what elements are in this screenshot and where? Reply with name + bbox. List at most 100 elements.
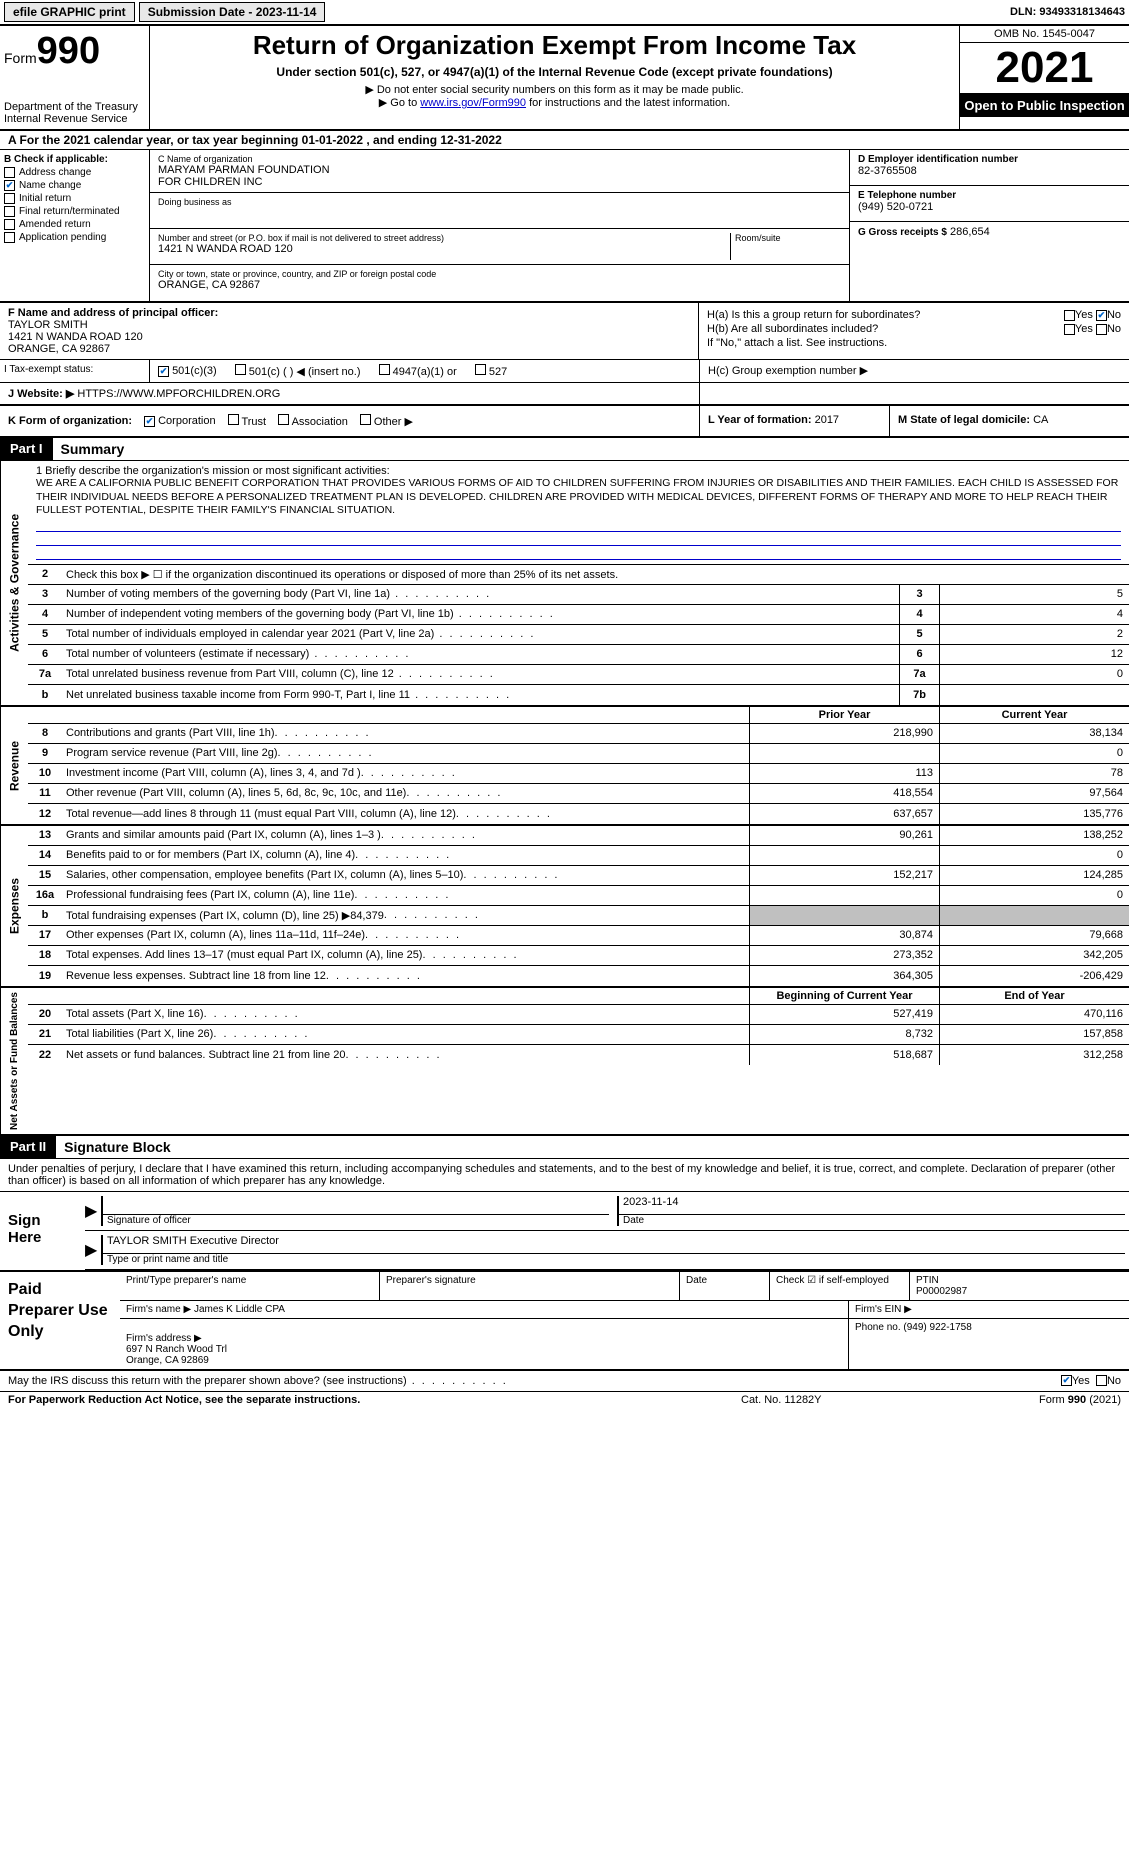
- colb-label-1: Name change: [19, 180, 81, 191]
- line-13-prior: 90,261: [749, 826, 939, 845]
- discuss-no-checkbox[interactable]: [1096, 1375, 1107, 1386]
- colb-checkbox-5[interactable]: [4, 232, 15, 243]
- ha-yes-checkbox[interactable]: [1064, 310, 1075, 321]
- colb-checkbox-0[interactable]: [4, 167, 15, 178]
- gross-value: 286,654: [950, 226, 990, 238]
- expenses-label: Expenses: [0, 826, 28, 986]
- street-label: Number and street (or P.O. box if mail i…: [158, 233, 726, 243]
- line-3-num: 3: [28, 586, 62, 602]
- line-20-num: 20: [28, 1005, 62, 1024]
- efile-button[interactable]: efile GRAPHIC print: [4, 2, 135, 22]
- line-19-current: -206,429: [939, 966, 1129, 986]
- hb-no-checkbox[interactable]: [1096, 324, 1107, 335]
- line-15-num: 15: [28, 866, 62, 885]
- colb-checkbox-3[interactable]: [4, 206, 15, 217]
- part2-header-row: Part II Signature Block: [0, 1136, 1129, 1159]
- paid-preparer-label: Paid Preparer Use Only: [0, 1272, 120, 1369]
- colb-checkbox-1[interactable]: [4, 180, 15, 191]
- line-14-num: 14: [28, 846, 62, 865]
- line-7a-box: 7a: [899, 665, 939, 684]
- line-16a-prior: [749, 886, 939, 905]
- line-22-current: 312,258: [939, 1045, 1129, 1065]
- line-21-num: 21: [28, 1025, 62, 1044]
- sign-here-block: Sign Here ▶ Signature of officer 2023-11…: [0, 1192, 1129, 1272]
- line-16a-desc: Professional fundraising fees (Part IX, …: [62, 886, 749, 905]
- part1-badge: Part I: [0, 438, 53, 460]
- officer-name: TAYLOR SMITH: [8, 319, 690, 331]
- discuss-yes-checkbox[interactable]: [1061, 1375, 1072, 1386]
- state-domicile-value: CA: [1033, 414, 1048, 426]
- department-label: Department of the Treasury Internal Reve…: [4, 101, 145, 125]
- ha-label: H(a) Is this a group return for subordin…: [707, 309, 1064, 321]
- room-label: Room/suite: [735, 233, 841, 243]
- governance-rows: 3 Number of voting members of the govern…: [28, 585, 1129, 705]
- tax-status-options: 501(c)(3) 501(c) ( ) ◀ (insert no.) 4947…: [150, 360, 699, 382]
- discuss-row: May the IRS discuss this return with the…: [0, 1371, 1129, 1392]
- line-10-prior: 113: [749, 764, 939, 783]
- korg-opt-2-checkbox[interactable]: [278, 414, 289, 425]
- tax-opt-1-checkbox[interactable]: [235, 364, 246, 375]
- line-21-desc: Total liabilities (Part X, line 26): [62, 1025, 749, 1044]
- col-c-org-info: C Name of organization MARYAM PARMAN FOU…: [150, 150, 849, 301]
- arrow-icon: ▶: [85, 1233, 97, 1267]
- colb-checkbox-2[interactable]: [4, 193, 15, 204]
- col-b-title: B Check if applicable:: [4, 154, 145, 165]
- firm-ein-label: Firm's EIN ▶: [849, 1301, 1129, 1318]
- line-2-num: 2: [28, 566, 62, 582]
- website-row: J Website: ▶ HTTPS://WWW.MPFORCHILDREN.O…: [0, 383, 1129, 406]
- ein-label: D Employer identification number: [858, 154, 1121, 165]
- line-b-desc: Total fundraising expenses (Part IX, col…: [62, 906, 749, 925]
- line-18-current: 342,205: [939, 946, 1129, 965]
- discuss-yes-label: Yes: [1072, 1375, 1090, 1387]
- korg-opt-0-checkbox[interactable]: [144, 416, 155, 427]
- end-year-header: End of Year: [939, 988, 1129, 1004]
- line-5-box: 5: [899, 625, 939, 644]
- form-subtitle: Under section 501(c), 527, or 4947(a)(1)…: [154, 65, 955, 79]
- line-13-current: 138,252: [939, 826, 1129, 845]
- ssn-note: ▶ Do not enter social security numbers o…: [154, 83, 955, 96]
- footer-row: For Paperwork Reduction Act Notice, see …: [0, 1392, 1129, 1408]
- line-7a-desc: Total unrelated business revenue from Pa…: [62, 666, 899, 682]
- korg-opt-0-label: Corporation: [158, 415, 215, 427]
- korg-opt-3-label: Other ▶: [374, 416, 413, 428]
- line-12-current: 135,776: [939, 804, 1129, 824]
- blue-line: [36, 532, 1121, 546]
- submission-date-button[interactable]: Submission Date - 2023-11-14: [139, 2, 326, 22]
- net-assets-label: Net Assets or Fund Balances: [0, 988, 28, 1134]
- colb-checkbox-4[interactable]: [4, 219, 15, 230]
- korg-opt-1-checkbox[interactable]: [228, 414, 239, 425]
- tax-opt-2-checkbox[interactable]: [379, 364, 390, 375]
- line-19-num: 19: [28, 966, 62, 986]
- ha-no-checkbox[interactable]: [1096, 310, 1107, 321]
- officer-name-label: Type or print name and title: [101, 1253, 1125, 1265]
- instructions-note: ▶ Go to www.irs.gov/Form990 for instruct…: [154, 96, 955, 109]
- line-4-val: 4: [939, 605, 1129, 624]
- revenue-label: Revenue: [0, 707, 28, 824]
- line-9-prior: [749, 744, 939, 763]
- discuss-text: May the IRS discuss this return with the…: [8, 1375, 1061, 1387]
- line-19-desc: Revenue less expenses. Subtract line 18 …: [62, 966, 749, 986]
- line-4-box: 4: [899, 605, 939, 624]
- net-assets-section: Net Assets or Fund Balances Beginning of…: [0, 988, 1129, 1136]
- firm-name-value: James K Liddle CPA: [194, 1304, 285, 1315]
- line-18-prior: 273,352: [749, 946, 939, 965]
- tax-opt-0-checkbox[interactable]: [158, 366, 169, 377]
- col-f-officer: F Name and address of principal officer:…: [0, 303, 699, 359]
- line-3-box: 3: [899, 585, 939, 604]
- line-22-prior: 518,687: [749, 1045, 939, 1065]
- line-15-current: 124,285: [939, 866, 1129, 885]
- prior-year-header: Prior Year: [749, 707, 939, 723]
- line-22-desc: Net assets or fund balances. Subtract li…: [62, 1045, 749, 1065]
- line-3-desc: Number of voting members of the governin…: [62, 586, 899, 602]
- irs-link[interactable]: www.irs.gov/Form990: [420, 97, 526, 109]
- part2-title: Signature Block: [56, 1136, 179, 1158]
- korg-opt-3-checkbox[interactable]: [360, 414, 371, 425]
- line-20-prior: 527,419: [749, 1005, 939, 1024]
- line-9-num: 9: [28, 744, 62, 763]
- line-11-num: 11: [28, 784, 62, 803]
- street-value: 1421 N WANDA ROAD 120: [158, 243, 726, 255]
- hb-yes-checkbox[interactable]: [1064, 324, 1075, 335]
- blue-line: [36, 546, 1121, 560]
- tax-opt-3-checkbox[interactable]: [475, 364, 486, 375]
- line-6-val: 12: [939, 645, 1129, 664]
